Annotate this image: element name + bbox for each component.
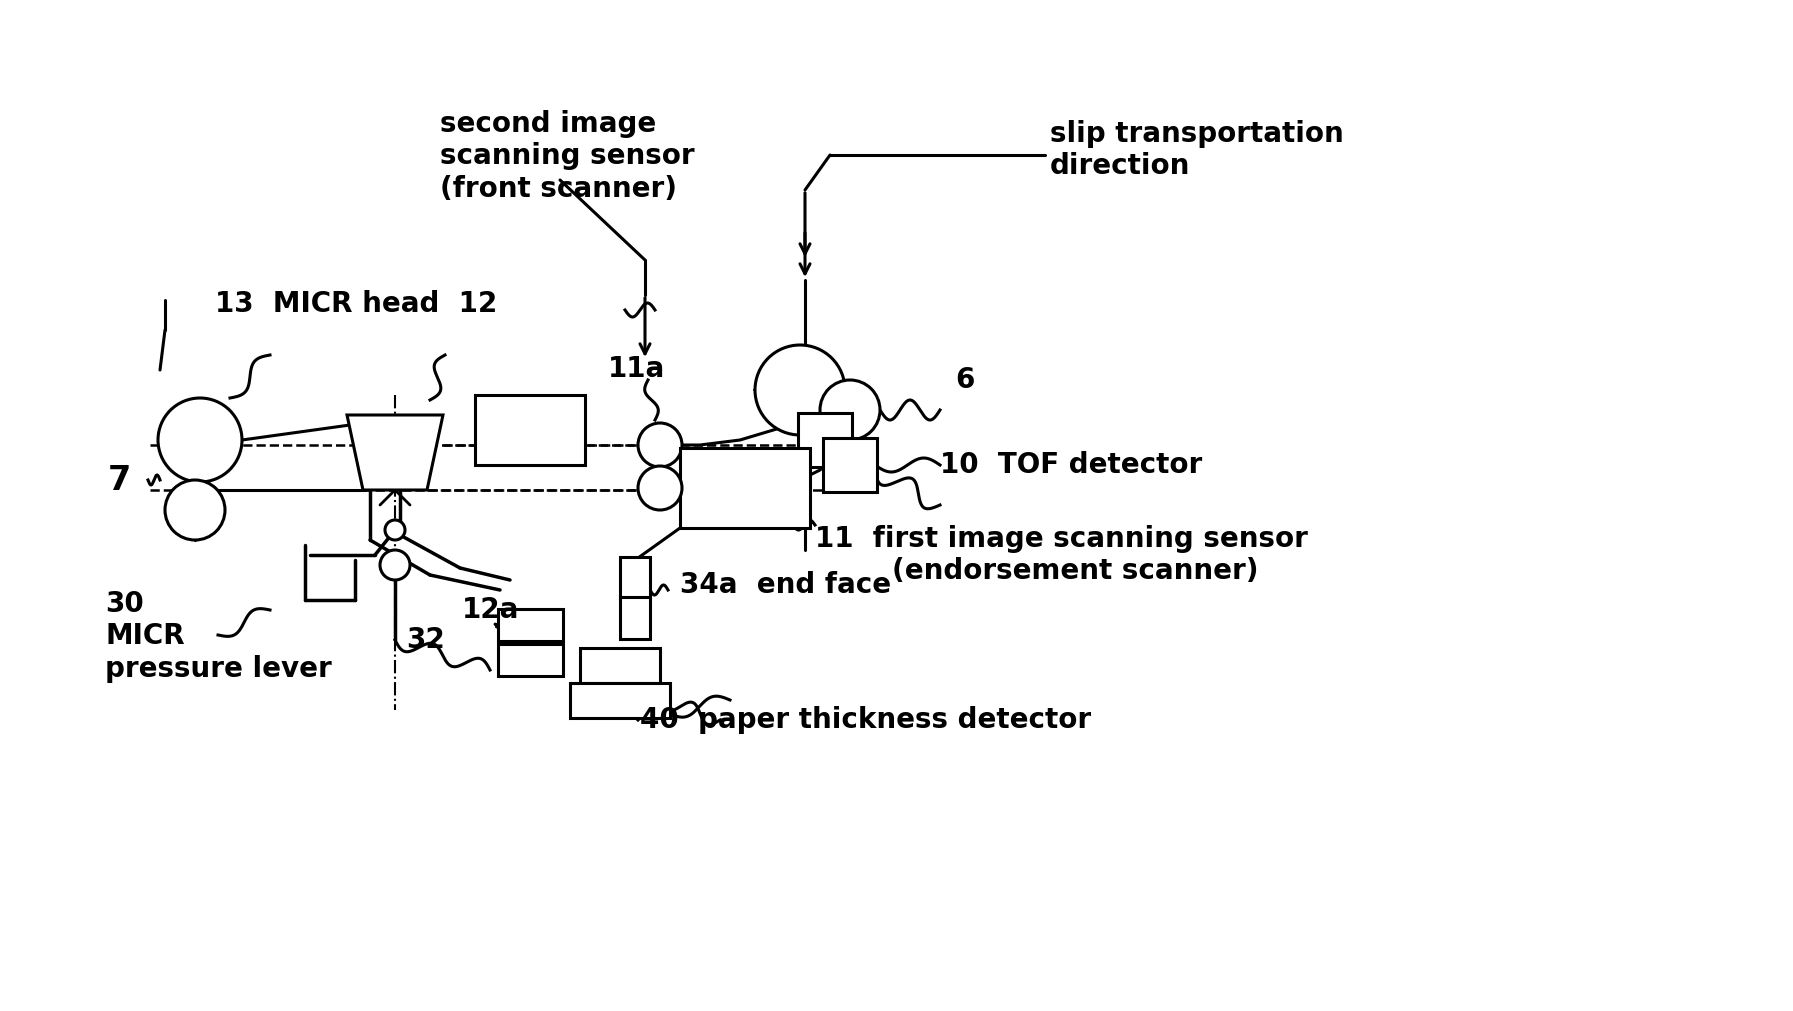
Bar [497, 609, 563, 641]
Text: 30
MICR
pressure lever: 30 MICR pressure lever [106, 590, 332, 682]
Text: 11  first image scanning sensor
        (endorsement scanner): 11 first image scanning sensor (endorsem… [816, 525, 1307, 585]
Circle shape [819, 380, 880, 440]
Circle shape [385, 520, 405, 540]
Text: 40  paper thickness detector: 40 paper thickness detector [640, 706, 1092, 734]
Polygon shape [348, 415, 443, 490]
Text: second image
scanning sensor
(front scanner): second image scanning sensor (front scan… [439, 110, 694, 203]
Text: 12a: 12a [463, 596, 520, 624]
Text: 7: 7 [108, 463, 131, 496]
Bar [579, 647, 660, 682]
Circle shape [755, 345, 845, 435]
Text: 32: 32 [405, 626, 445, 654]
Text: slip transportation
direction: slip transportation direction [1051, 120, 1343, 180]
Bar [620, 598, 651, 639]
Text: 13  MICR head  12: 13 MICR head 12 [215, 290, 497, 318]
Circle shape [638, 466, 681, 510]
Text: 10  TOF detector: 10 TOF detector [940, 451, 1203, 479]
Circle shape [638, 423, 681, 467]
Text: 34a  end face: 34a end face [680, 571, 891, 599]
Text: 6: 6 [956, 366, 974, 394]
Bar [570, 682, 671, 718]
Circle shape [380, 550, 411, 580]
Text: 11a: 11a [608, 355, 665, 383]
Circle shape [158, 398, 242, 482]
Bar [497, 644, 563, 676]
Bar [680, 448, 810, 528]
Bar [475, 395, 585, 465]
Circle shape [165, 480, 224, 540]
Bar [620, 557, 651, 599]
